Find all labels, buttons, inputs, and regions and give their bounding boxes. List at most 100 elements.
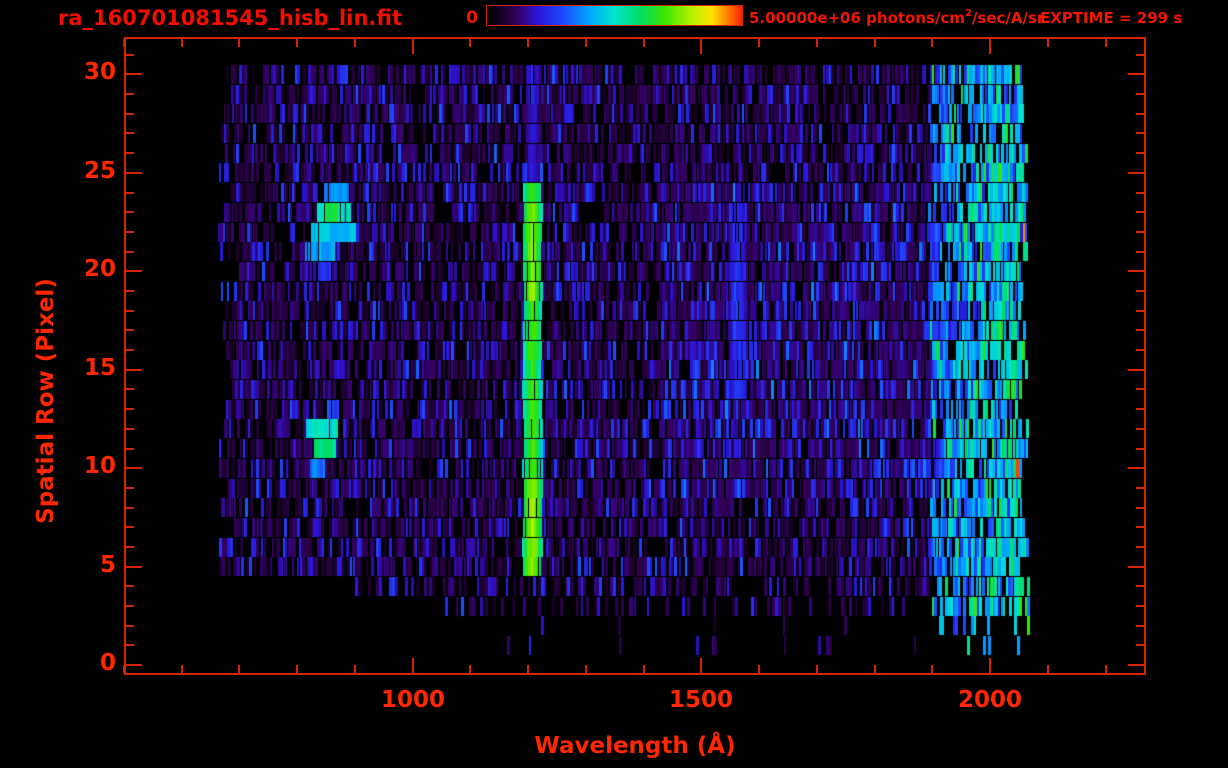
tick xyxy=(1136,585,1144,587)
tick xyxy=(931,39,933,47)
colorbar-units: /sec/A/sr xyxy=(971,9,1045,27)
tick xyxy=(1105,665,1107,673)
tick xyxy=(758,665,760,673)
tick xyxy=(1136,487,1144,489)
tick xyxy=(1136,349,1144,351)
tick xyxy=(585,665,587,673)
tick xyxy=(1136,251,1144,253)
tick xyxy=(1136,231,1144,233)
tick xyxy=(126,664,142,666)
tick xyxy=(1136,192,1144,194)
tick xyxy=(1128,73,1144,75)
tick xyxy=(931,665,933,673)
colorbar-max-label: 5.00000e+06 photons/cm2/sec/A/sr xyxy=(749,8,1045,27)
tick xyxy=(126,388,134,390)
tick xyxy=(1047,39,1049,47)
tick xyxy=(126,251,134,253)
superscript-two: 2 xyxy=(964,8,972,19)
tick xyxy=(126,428,134,430)
tick xyxy=(354,39,356,47)
tick xyxy=(1136,644,1144,646)
tick xyxy=(126,546,134,548)
tick xyxy=(126,625,134,627)
tick xyxy=(1047,665,1049,673)
tick xyxy=(126,408,134,410)
xtick-label: 1500 xyxy=(668,687,733,713)
tick xyxy=(126,448,134,450)
colorbar-max-value: 5.00000e+06 photons/cm xyxy=(749,9,965,27)
tick xyxy=(1136,132,1144,134)
tick xyxy=(700,658,702,673)
tick xyxy=(1136,54,1144,56)
tick xyxy=(1136,507,1144,509)
colorbar-min-label: 0 xyxy=(466,8,478,28)
tick xyxy=(1136,546,1144,548)
tick xyxy=(126,172,142,174)
tick xyxy=(296,665,298,673)
tick xyxy=(126,93,134,95)
tick xyxy=(126,487,134,489)
tick xyxy=(1136,448,1144,450)
tick xyxy=(412,658,414,673)
ytick-label: 15 xyxy=(83,355,116,381)
tick xyxy=(527,39,529,47)
tick xyxy=(126,507,134,509)
plot-frame xyxy=(124,37,1146,675)
tick xyxy=(126,369,142,371)
tick xyxy=(1136,310,1144,312)
ytick-label: 25 xyxy=(83,158,116,184)
tick xyxy=(1105,39,1107,47)
tick xyxy=(1136,93,1144,95)
tick xyxy=(1136,388,1144,390)
tick xyxy=(126,231,134,233)
fits-filename: ra_160701081545_hisb_lin.fit xyxy=(58,6,402,30)
tick xyxy=(1136,408,1144,410)
tick xyxy=(126,349,134,351)
tick xyxy=(126,192,134,194)
tick xyxy=(126,467,142,469)
ytick-label: 30 xyxy=(83,59,116,85)
tick xyxy=(412,39,414,54)
xtick-label: 1000 xyxy=(380,687,445,713)
tick xyxy=(181,39,183,47)
tick xyxy=(126,152,134,154)
tick xyxy=(1136,625,1144,627)
tick xyxy=(126,644,134,646)
tick xyxy=(585,39,587,47)
tick xyxy=(126,605,134,607)
tick xyxy=(126,73,142,75)
ytick-label: 10 xyxy=(83,453,116,479)
tick xyxy=(1136,605,1144,607)
tick xyxy=(238,39,240,47)
tick xyxy=(126,566,142,568)
tick xyxy=(126,290,134,292)
tick xyxy=(1128,172,1144,174)
tick xyxy=(1128,566,1144,568)
tick xyxy=(816,39,818,47)
tick xyxy=(126,310,134,312)
tick xyxy=(354,665,356,673)
tick xyxy=(181,665,183,673)
ytick-label: 20 xyxy=(83,256,116,282)
tick xyxy=(123,665,125,673)
tick xyxy=(643,39,645,47)
tick xyxy=(874,665,876,673)
tick xyxy=(1136,152,1144,154)
tick xyxy=(469,39,471,47)
tick xyxy=(1136,329,1144,331)
ytick-label: 0 xyxy=(99,650,116,676)
tick xyxy=(1136,211,1144,213)
tick xyxy=(126,270,142,272)
tick xyxy=(1136,290,1144,292)
tick xyxy=(123,39,125,47)
tick xyxy=(758,39,760,47)
colorbar xyxy=(486,5,743,26)
tick xyxy=(296,39,298,47)
tick xyxy=(1128,467,1144,469)
tick xyxy=(989,39,991,54)
tick xyxy=(126,585,134,587)
tick xyxy=(126,211,134,213)
tick xyxy=(700,39,702,54)
tick xyxy=(1136,113,1144,115)
